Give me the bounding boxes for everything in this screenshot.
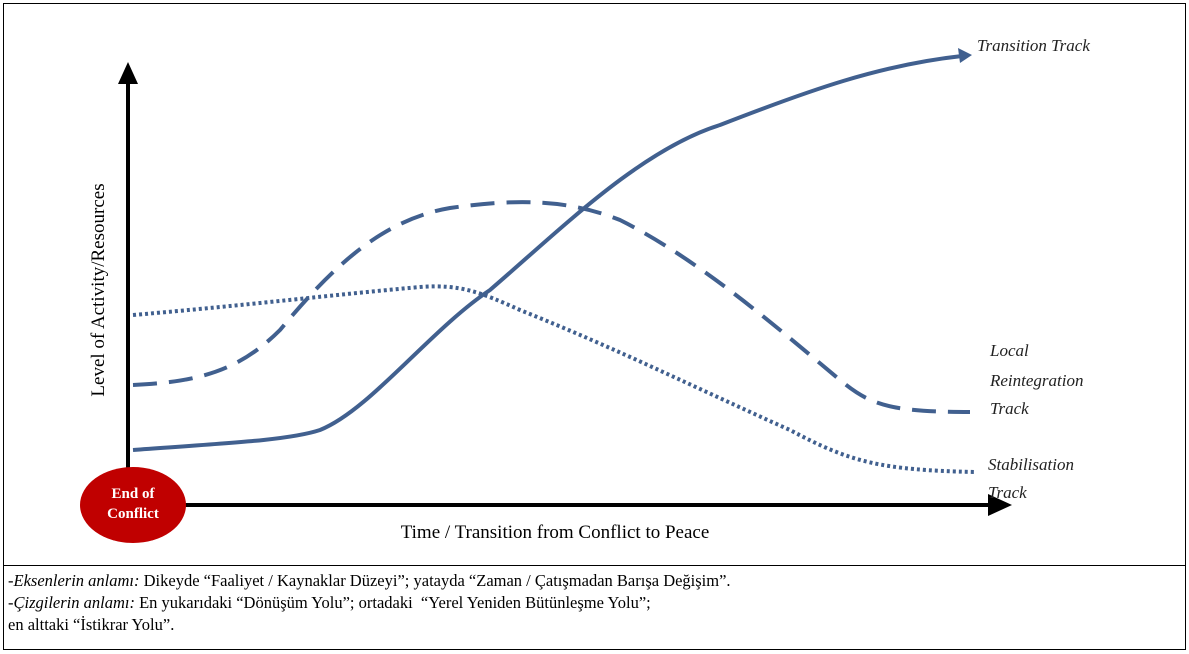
caption-text: Dikeyde “Faaliyet / Kaynaklar Düzeyi”; y… — [143, 571, 731, 590]
track-label: Track — [990, 399, 1029, 418]
transition-curve — [132, 54, 963, 452]
origin-label: End of — [112, 486, 156, 502]
track-label: Local — [989, 341, 1029, 360]
caption-text: en alttaki “İstikrar Yolu”. — [8, 615, 175, 634]
track-label: Transition Track — [977, 36, 1090, 55]
x-axis-arrow — [988, 494, 1012, 516]
caption: -Eksenlerin anlamı: Dikeyde “Faaliyet / … — [8, 570, 731, 636]
caption-line: -Eksenlerin anlamı: Dikeyde “Faaliyet / … — [8, 570, 731, 592]
caption-em: Çizgilerin anlamı: — [13, 593, 135, 612]
track-label: Track — [988, 483, 1027, 502]
caption-lead: - — [8, 571, 14, 590]
caption-line: en alttaki “İstikrar Yolu”. — [8, 614, 731, 636]
reintegration-curve — [132, 200, 971, 414]
transition-arrow — [958, 48, 972, 63]
origin-ellipse — [80, 467, 186, 543]
caption-em: Eksenlerin anlamı: — [13, 571, 140, 590]
origin-label: Conflict — [107, 506, 159, 522]
frame — [3, 3, 1186, 650]
track-label: Stabilisation — [988, 455, 1074, 474]
stabilisation-curve — [132, 284, 976, 474]
caption-line: -Çizgilerin anlamı: En yukarıdaki “Dönüş… — [8, 592, 731, 614]
y-axis-arrow — [118, 62, 138, 84]
caption-text: En yukarıdaki “Dönüşüm Yolu”; ortadaki “… — [139, 593, 651, 612]
x-axis-label: Time / Transition from Conflict to Peace — [401, 522, 710, 543]
track-label: Reintegration — [989, 371, 1083, 390]
caption-lead: - — [8, 593, 14, 612]
y-axis-label: Level of Activity/Resources — [88, 183, 109, 396]
